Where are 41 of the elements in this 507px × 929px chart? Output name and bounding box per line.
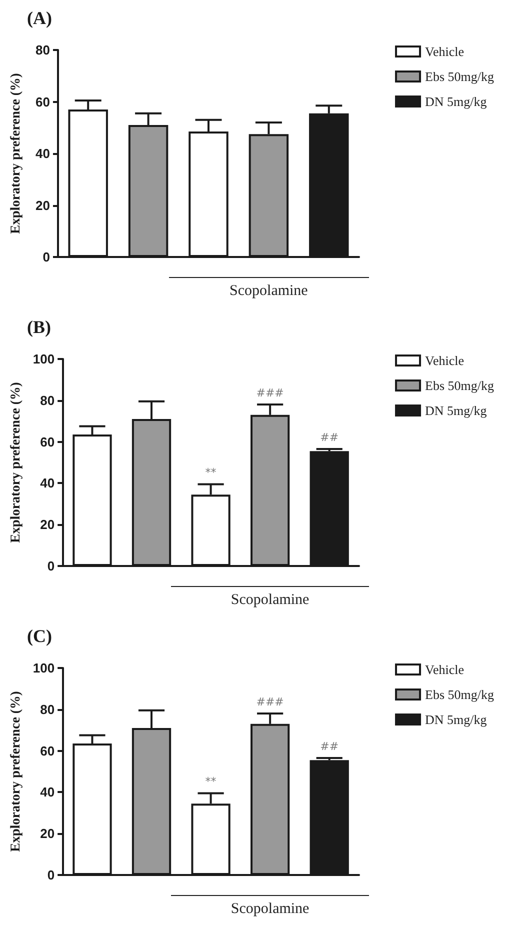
- y-tick-label: 40: [36, 146, 50, 161]
- y-tick-label: 80: [40, 702, 55, 717]
- text: Scopolamine: [230, 901, 310, 918]
- y-axis-title: Exploratory preference (%): [8, 73, 22, 234]
- legend-label: DN 5mg/kg: [425, 94, 488, 109]
- data-label: ###: [256, 386, 284, 400]
- legend-label: Vehicle: [425, 662, 464, 677]
- y-tick-label: 80: [36, 42, 50, 58]
- legend-label: Vehicle: [425, 353, 464, 368]
- chart-title: (B): [27, 317, 51, 337]
- y-tick-label: 0: [47, 868, 55, 882]
- chart-title: (A): [27, 8, 52, 28]
- text: Scopolamine: [230, 283, 308, 300]
- y-tick-label: 60: [40, 743, 55, 758]
- y-axis-title: Exploratory preference (%): [8, 382, 22, 543]
- data-label: ###: [256, 696, 284, 709]
- y-tick-label: 20: [40, 826, 55, 842]
- y-tick-label: 20: [36, 198, 50, 213]
- y-tick-label: 40: [40, 784, 55, 800]
- text: Scopolamine: [230, 592, 310, 609]
- legend-label: Ebs 50mg/kg: [425, 378, 494, 393]
- data-label: **: [205, 466, 217, 480]
- legend-label: DN 5mg/kg: [425, 403, 488, 418]
- y-tick-label: 0: [42, 250, 50, 264]
- y-tick-label: 100: [32, 660, 55, 676]
- y-tick-label: 40: [40, 476, 55, 491]
- legend-label: Vehicle: [425, 44, 464, 59]
- y-tick-label: 0: [47, 558, 55, 574]
- legend-label: DN 5mg/kg: [425, 712, 488, 727]
- data-label: ##: [320, 431, 339, 444]
- y-tick-label: 20: [40, 517, 55, 532]
- data-label: ##: [320, 740, 339, 754]
- legend-label: Ebs 50mg/kg: [425, 69, 494, 84]
- y-tick-label: 60: [36, 94, 50, 110]
- legend-label: Ebs 50mg/kg: [425, 687, 494, 702]
- y-tick-label: 80: [40, 392, 55, 408]
- y-tick-label: 100: [32, 352, 55, 366]
- data-label: **: [205, 775, 217, 788]
- y-axis-title: Exploratory preference (%): [8, 691, 22, 852]
- chart-title: (C): [27, 626, 52, 646]
- y-tick-label: 60: [40, 434, 55, 450]
